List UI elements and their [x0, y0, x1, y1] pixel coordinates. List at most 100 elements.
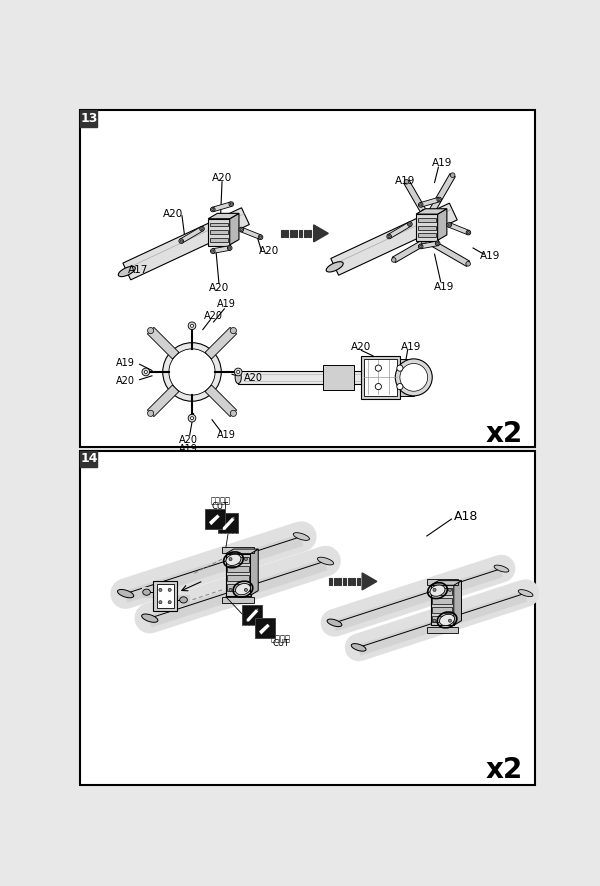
Bar [285, 230, 288, 237]
Bar [334, 579, 337, 586]
Polygon shape [416, 209, 447, 214]
Text: 切り取る: 切り取る [271, 633, 290, 643]
Bar [153, 580, 178, 611]
Bar [227, 585, 249, 591]
Ellipse shape [259, 236, 262, 238]
Ellipse shape [143, 589, 151, 595]
Polygon shape [404, 180, 427, 214]
Ellipse shape [430, 585, 445, 596]
Ellipse shape [326, 261, 343, 272]
Ellipse shape [229, 202, 233, 206]
Ellipse shape [351, 643, 366, 651]
Ellipse shape [230, 203, 232, 206]
Polygon shape [212, 245, 230, 253]
Ellipse shape [418, 245, 423, 249]
Ellipse shape [400, 363, 428, 392]
Bar [418, 226, 436, 229]
Polygon shape [259, 624, 270, 634]
Polygon shape [454, 580, 461, 626]
Bar [227, 575, 249, 581]
Ellipse shape [144, 370, 148, 374]
Ellipse shape [142, 614, 158, 622]
Bar [400, 359, 414, 396]
Bar [352, 579, 355, 586]
Ellipse shape [293, 532, 310, 540]
Ellipse shape [421, 240, 426, 245]
Ellipse shape [437, 198, 442, 202]
Ellipse shape [180, 240, 182, 242]
Ellipse shape [190, 324, 194, 327]
Ellipse shape [518, 590, 533, 596]
Text: CUT: CUT [212, 502, 229, 511]
Bar [361, 356, 400, 399]
Ellipse shape [433, 588, 436, 592]
Bar [418, 233, 436, 237]
Ellipse shape [168, 601, 171, 603]
Bar [80, 450, 97, 468]
Ellipse shape [230, 410, 236, 416]
Bar [299, 230, 302, 237]
Text: A19: A19 [217, 430, 236, 440]
Ellipse shape [494, 565, 509, 572]
Bar [238, 371, 369, 384]
Polygon shape [430, 240, 470, 267]
Bar [432, 588, 452, 595]
Polygon shape [331, 203, 457, 276]
Bar [427, 579, 458, 586]
Ellipse shape [142, 368, 149, 376]
Ellipse shape [404, 180, 409, 184]
Ellipse shape [436, 242, 439, 245]
Polygon shape [226, 549, 258, 554]
Ellipse shape [211, 207, 215, 212]
Bar [222, 597, 254, 603]
Polygon shape [247, 610, 258, 621]
Polygon shape [209, 515, 220, 525]
Polygon shape [148, 385, 179, 416]
Text: A19: A19 [434, 282, 454, 291]
Ellipse shape [229, 247, 231, 249]
Polygon shape [251, 549, 258, 595]
Ellipse shape [439, 614, 455, 626]
Text: A20: A20 [163, 209, 183, 219]
Ellipse shape [429, 209, 434, 214]
Ellipse shape [447, 222, 451, 227]
Ellipse shape [190, 416, 194, 420]
Polygon shape [362, 573, 377, 590]
Polygon shape [420, 241, 438, 249]
Bar [432, 607, 452, 613]
Ellipse shape [244, 588, 247, 592]
Ellipse shape [163, 343, 221, 401]
Ellipse shape [409, 223, 411, 225]
Text: 13: 13 [80, 113, 98, 125]
Bar [432, 616, 452, 622]
Ellipse shape [397, 365, 403, 371]
Text: A20: A20 [204, 311, 223, 321]
Bar [255, 618, 275, 639]
Ellipse shape [235, 371, 241, 384]
Ellipse shape [169, 349, 215, 395]
Ellipse shape [227, 245, 232, 251]
Text: 切り取る: 切り取る [211, 497, 230, 506]
Ellipse shape [375, 384, 382, 390]
Bar [205, 509, 225, 529]
Text: A20: A20 [259, 246, 279, 256]
Ellipse shape [407, 222, 412, 227]
Polygon shape [148, 327, 179, 359]
Text: CUT: CUT [272, 640, 289, 649]
Text: A17: A17 [128, 265, 148, 276]
Bar [80, 110, 97, 127]
Ellipse shape [244, 557, 247, 561]
Bar [364, 359, 397, 396]
Bar [226, 554, 251, 596]
Ellipse shape [188, 415, 196, 422]
Text: A19: A19 [401, 342, 422, 352]
Ellipse shape [419, 245, 422, 247]
Ellipse shape [419, 204, 422, 206]
Ellipse shape [421, 209, 426, 214]
Ellipse shape [148, 328, 154, 334]
Bar [157, 585, 173, 608]
Ellipse shape [258, 235, 263, 239]
Bar [80, 110, 535, 447]
Text: A19: A19 [395, 176, 415, 186]
Text: A20: A20 [244, 373, 263, 383]
